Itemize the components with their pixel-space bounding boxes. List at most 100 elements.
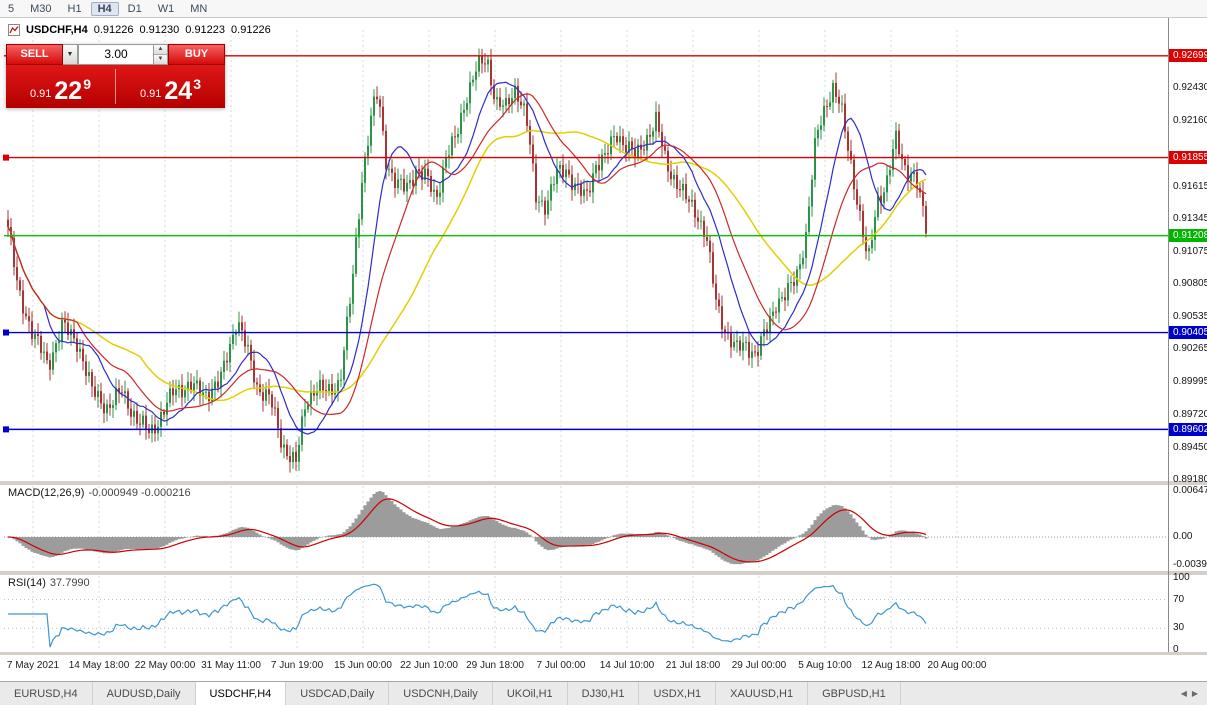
macd-values: -0.000949 -0.000216: [88, 487, 191, 499]
chart-tab-eurusd-h4[interactable]: EURUSD,H4: [0, 682, 93, 705]
buy-button[interactable]: BUY: [168, 44, 225, 65]
time-axis-label: 21 Jul 18:00: [665, 660, 721, 671]
price-axis-label: 0.89720: [1173, 409, 1207, 421]
ohlc-high: 0.91230: [139, 24, 180, 36]
price-axis-label: 0.90805: [1173, 278, 1207, 290]
time-axis-label: 14 Jul 10:00: [599, 660, 655, 671]
price-axis-label: 0.91615: [1173, 180, 1207, 192]
price-axis-label: 0.91075: [1173, 245, 1207, 257]
chart-tab-ukoil-h1[interactable]: UKOil,H1: [493, 682, 568, 705]
chart-symbol: USDCHF,H4: [26, 24, 88, 36]
hline-anchor[interactable]: [3, 426, 9, 433]
rsi-label: RSI(14) 37.7990: [8, 577, 90, 589]
rsi-line: [8, 583, 927, 648]
hline-anchor[interactable]: [3, 329, 9, 336]
macd-histogram: [4, 491, 1168, 565]
macd-axis-label: 0.00: [1173, 531, 1193, 542]
chart-tab-bar: EURUSD,H4 AUDUSD,Daily USDCHF,H4 USDCAD,Dai…: [0, 681, 1207, 705]
panel-separator[interactable]: [0, 571, 1207, 575]
chart-tab-xauusd-h1[interactable]: XAUUSD,H1: [716, 682, 809, 705]
time-axis-label: 5 Aug 10:00: [798, 660, 852, 671]
price-axis-label: 0.90265: [1173, 343, 1207, 355]
price-axis-label: 0.91345: [1173, 213, 1207, 225]
sell-price-display[interactable]: 0.91 22 9: [6, 65, 115, 108]
ohlc-close: 0.91226: [231, 24, 271, 36]
lot-size-field[interactable]: 3.00 ▲ ▼: [78, 44, 168, 65]
hline-anchor[interactable]: [3, 154, 9, 161]
time-axis-label: 20 Aug 00:00: [927, 660, 987, 671]
chart-ohlc-header: USDCHF,H4 0.91226 0.91230 0.91223 0.9122…: [8, 24, 271, 36]
time-axis-label: 29 Jul 00:00: [731, 660, 787, 671]
ohlc-open: 0.91226: [93, 24, 134, 36]
buy-price-display[interactable]: 0.91 24 3: [116, 65, 225, 108]
rsi-name: RSI(14): [8, 577, 46, 589]
chart-tab-dj30-h1[interactable]: DJ30,H1: [568, 682, 640, 705]
price-axis-label: 0.89995: [1173, 375, 1207, 387]
chart-tab-gbpusd-h1[interactable]: GBPUSD,H1: [808, 682, 901, 705]
sell-button[interactable]: SELL: [6, 44, 63, 65]
time-axis: 7 May 2021 14 May 18:00 22 May 00:00 31 May…: [0, 656, 1168, 681]
moving-average-13: [7, 81, 927, 435]
moving-average-24: [7, 93, 927, 416]
macd-label: MACD(12,26,9) -0.000949 -0.000216: [8, 487, 191, 499]
sell-price-point: 9: [83, 76, 92, 92]
chart-tab-usdcnh-daily[interactable]: USDCNH,Daily: [389, 682, 493, 705]
timeframe-button-h1[interactable]: H1: [67, 2, 82, 15]
rsi-axis-label: 0: [1173, 644, 1179, 655]
rsi-axis-label: 100: [1173, 572, 1190, 583]
tab-scroll-left-icon[interactable]: ◀: [1180, 689, 1187, 698]
sell-price-prefix: 0.91: [29, 88, 52, 100]
time-axis-label: 22 Jun 10:00: [400, 660, 458, 671]
price-axis-badge: 0.91208: [1169, 229, 1207, 243]
price-axis-badge: 0.90405: [1169, 326, 1207, 340]
timeframe-button-mn[interactable]: MN: [190, 2, 208, 15]
price-axis-badge: 0.89602: [1169, 422, 1207, 436]
panel-separator[interactable]: [0, 481, 1207, 485]
time-axis-label: 22 May 00:00: [134, 660, 196, 671]
time-axis-label: 14 May 18:00: [68, 660, 130, 671]
price-axis-label: 0.92160: [1173, 114, 1207, 126]
rsi-axis-label: 70: [1173, 593, 1185, 605]
lot-size-spinner: ▲ ▼: [153, 45, 167, 64]
macd-signal-line: [7, 498, 927, 563]
macd-axis-label: 0.00647: [1173, 485, 1207, 496]
time-axis-label: 15 Jun 00:00: [334, 660, 392, 671]
chart-tab-usdcad-daily[interactable]: USDCAD,Daily: [286, 682, 390, 705]
rsi-axis-label: 30: [1173, 622, 1185, 634]
timeframe-button-d1[interactable]: D1: [127, 2, 142, 15]
tab-scroll-right-icon[interactable]: ▶: [1191, 689, 1198, 698]
timeframe-button-w1[interactable]: W1: [157, 2, 175, 15]
time-axis-label: 7 Jun 19:00: [270, 660, 324, 671]
buy-price-prefix: 0.91: [139, 88, 162, 100]
chart-tab-audusd-daily[interactable]: AUDUSD,Daily: [93, 682, 196, 705]
chart-tab-usdchf-h4[interactable]: USDCHF,H4: [195, 682, 287, 705]
panel-separator[interactable]: [0, 652, 1207, 655]
timeframe-button-h4[interactable]: H4: [90, 1, 119, 16]
ohlc-low: 0.91223: [185, 24, 226, 36]
tab-scroll-arrows: ◀ ▶: [1172, 682, 1207, 705]
price-axis-label: 0.89180: [1173, 474, 1207, 486]
one-click-trade-panel: SELL ▼ 3.00 ▲ ▼ BUY 0.91 22 9 0.91 24 3: [6, 44, 225, 108]
lot-decrease-button[interactable]: ▼: [154, 55, 167, 64]
time-axis-label: 12 Aug 18:00: [861, 660, 921, 671]
buy-price-point: 3: [193, 76, 202, 92]
sell-price-pips: 22: [54, 77, 83, 105]
rsi-value: 37.7990: [49, 577, 90, 589]
price-divider: [115, 69, 116, 104]
moving-average-45: [7, 129, 927, 402]
lot-increase-button[interactable]: ▲: [154, 45, 167, 55]
timeframe-button-m30[interactable]: M30: [30, 2, 52, 15]
trade-options-dropdown[interactable]: ▼: [63, 44, 78, 65]
lot-size-value: 3.00: [104, 47, 128, 61]
time-axis-label: 31 May 11:00: [201, 660, 261, 671]
time-axis-label: 29 Jun 18:00: [466, 660, 524, 671]
chart-tab-usdx-h1[interactable]: USDX,H1: [639, 682, 717, 705]
chevron-down-icon: ▼: [66, 51, 74, 58]
timeframe-button-5[interactable]: 5: [8, 2, 15, 15]
macd-name: MACD(12,26,9): [8, 487, 85, 499]
time-axis-label: 7 Jul 00:00: [536, 660, 586, 671]
timeframe-toolbar: 5 M30 H1 H4 D1 W1 MN: [0, 0, 1207, 18]
buy-price-pips: 24: [164, 77, 193, 105]
